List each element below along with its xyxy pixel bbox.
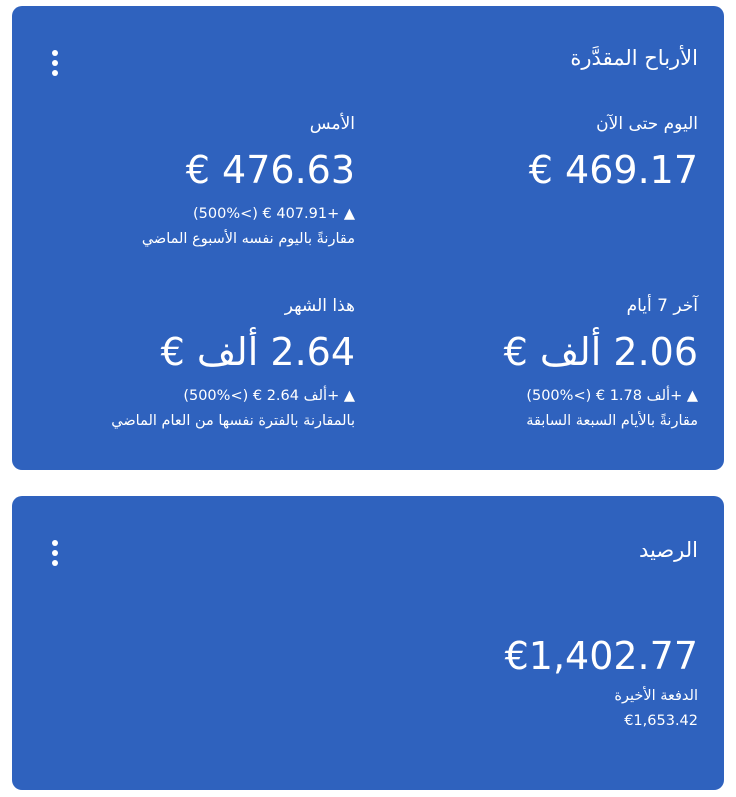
balance-value: €1,402.77	[504, 634, 698, 678]
last-payment-value: €1,653.42	[624, 713, 698, 729]
last-payment-label: الدفعة الأخيرة	[614, 688, 698, 704]
metric-label: آخر 7 أيام	[626, 296, 698, 316]
earnings-last-7-days: آخر 7 أيام 2.06 ألف € (500%<) € ألف 1.78…	[504, 296, 698, 434]
metric-change: (500%<) € 407.91+ ▲	[192, 206, 355, 222]
metric-value: 2.06 ألف €	[503, 330, 698, 374]
metric-label: اليوم حتى الآن	[596, 114, 698, 134]
metric-comparison: بالمقارنة بالفترة نفسها من العام الماضي	[111, 413, 355, 429]
metric-change: (500%<) € ألف 2.64+ ▲	[183, 388, 355, 404]
metric-label: هذا الشهر	[284, 296, 355, 316]
metric-value: € 476.63	[185, 148, 355, 192]
more-vert-icon[interactable]	[48, 540, 62, 566]
metric-label: الأمس	[309, 114, 355, 134]
metric-value: € 469.17	[528, 148, 698, 192]
more-vert-icon[interactable]	[48, 50, 62, 76]
metric-comparison: مقارنةً باليوم نفسه الأسبوع الماضي	[141, 231, 355, 247]
metric-value: 2.64 ألف €	[160, 330, 355, 374]
earnings-today: اليوم حتى الآن € 469.17	[529, 114, 698, 192]
balance-details: €1,402.77 الدفعة الأخيرة €1,653.42	[505, 634, 698, 734]
metric-comparison: مقارنةً بالأيام السبعة السابقة	[526, 413, 698, 429]
estimated-earnings-card: الأرباح المقدَّرة اليوم حتى الآن € 469.1…	[12, 6, 724, 470]
earnings-this-month: هذا الشهر 2.64 ألف € (500%<) € ألف 2.64+…	[111, 296, 355, 434]
metric-change: (500%<) € ألف 1.78+ ▲	[526, 388, 698, 404]
card-title: الأرباح المقدَّرة	[570, 46, 698, 70]
balance-card: الرصيد €1,402.77 الدفعة الأخيرة €1,653.4…	[12, 496, 724, 790]
earnings-yesterday: الأمس € 476.63 (500%<) € 407.91+ ▲ مقارن…	[142, 114, 355, 252]
card-title: الرصيد	[638, 538, 698, 562]
